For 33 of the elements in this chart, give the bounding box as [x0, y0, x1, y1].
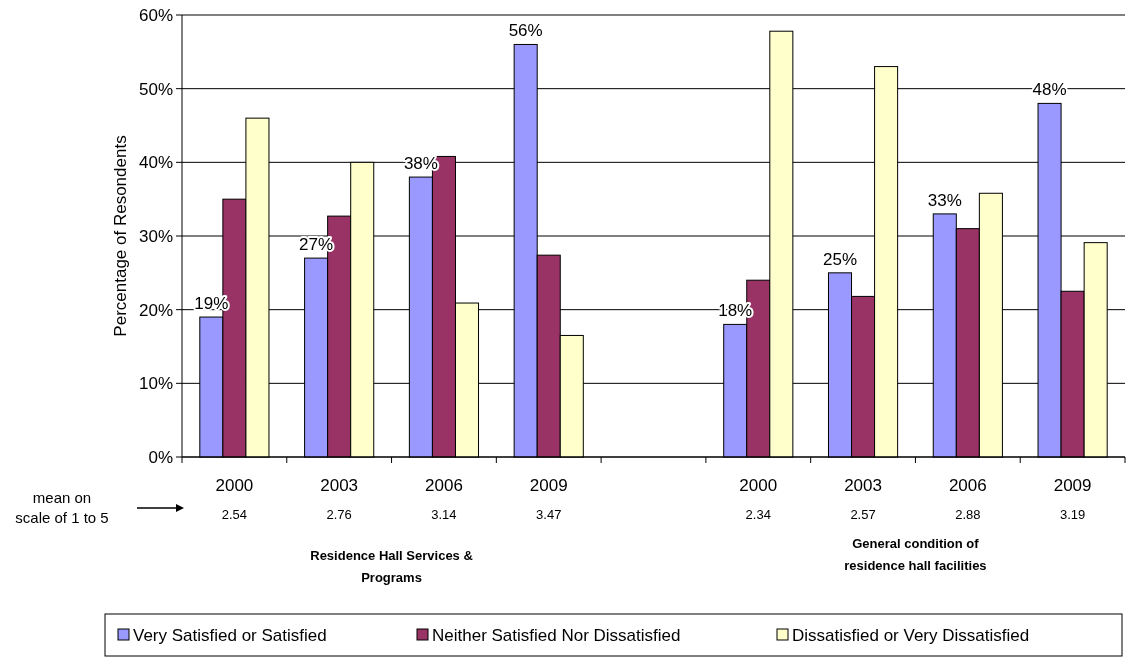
text: Residence Hall Services & Programs: [310, 548, 473, 585]
x-tick-label: 2003: [320, 476, 359, 495]
y-tick-label: 30%: [138, 226, 173, 246]
data-label: 25%: [822, 249, 858, 269]
data-label: 33%: [927, 190, 962, 210]
y-tick-label: 40%: [138, 153, 173, 173]
y-tick-label: 10%: [138, 374, 173, 394]
text: mean on scale of 1 to 5: [15, 489, 109, 526]
x-tick-label: 2003: [844, 476, 882, 495]
text: 2.88: [955, 507, 981, 522]
text: 3.14: [431, 507, 457, 522]
y-tick-label: 20%: [138, 300, 173, 320]
x-tick-label: 2006: [425, 476, 463, 495]
x-tick-label: 2009: [1053, 476, 1092, 495]
legend-label: Very Satisfied or Satisfied: [133, 625, 327, 645]
x-tick-label: 2006: [948, 476, 987, 495]
x-tick-label: 2000: [215, 476, 254, 495]
x-tick-label: 2000: [739, 476, 778, 495]
y-tick-label: 50%: [138, 79, 173, 99]
text: General condition of residence hall facilities: [844, 536, 987, 573]
text: 2.54: [221, 507, 248, 522]
text: 2.57: [850, 507, 876, 522]
text: 2.76: [326, 507, 352, 522]
data-label: 56%: [508, 21, 543, 41]
y-axis-title: Percentage of Resondents: [111, 135, 130, 337]
x-tick-label: 2009: [529, 476, 568, 495]
y-tick-label: 60%: [138, 5, 173, 25]
legend-label: Dissatisfied or Very Dissatisfied: [792, 625, 1030, 645]
legend-label: Neither Satisfied Nor Dissatisfied: [432, 625, 681, 645]
text: 2.34: [745, 507, 771, 522]
text: 3.19: [1059, 507, 1086, 522]
text: 3.47: [536, 507, 562, 522]
y-tick-label: 0%: [148, 447, 173, 467]
